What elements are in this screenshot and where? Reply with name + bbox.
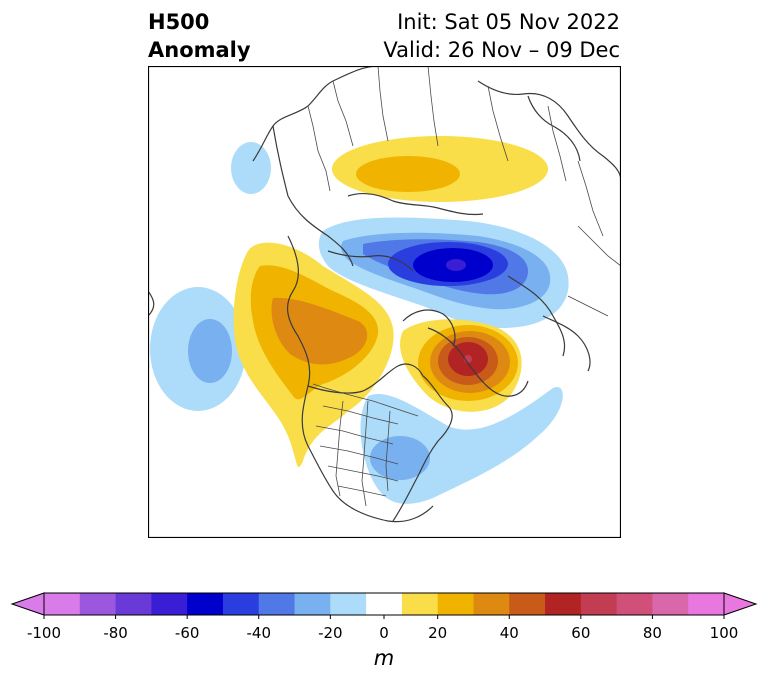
siberia-positive-anomaly xyxy=(332,136,548,202)
colorbar xyxy=(10,592,758,619)
country-borders xyxy=(307,66,621,507)
colorbar-tick-label: 100 xyxy=(709,624,739,642)
colorbar-segment xyxy=(330,593,367,615)
colorbar-segment xyxy=(366,593,403,615)
western-canada-positive-anomaly xyxy=(233,242,394,467)
north-pacific-negative-anomaly xyxy=(150,287,246,411)
colorbar-segment xyxy=(258,593,296,615)
colorbar-tick-label: 20 xyxy=(428,624,448,642)
colorbar-tick-label: 60 xyxy=(571,624,591,642)
colorbar-segment xyxy=(401,593,439,615)
colorbar-tick-label: 40 xyxy=(499,624,519,642)
colorbar-tick-label: -40 xyxy=(246,624,271,642)
colorbar-tick-label: -100 xyxy=(26,624,62,642)
colorbar-segment xyxy=(187,593,224,615)
atlantic-negative-anomaly xyxy=(360,386,563,504)
date-block: Init: Sat 05 Nov 2022 Valid: 26 Nov – 09… xyxy=(383,8,620,64)
colorbar-extend-min xyxy=(10,592,45,616)
colorbar-tick-label: -80 xyxy=(103,624,128,642)
colorbar-segment xyxy=(545,593,582,615)
colorbar-extend-max xyxy=(723,592,758,616)
colorbar-segment xyxy=(580,593,618,615)
colorbar-segment xyxy=(115,593,152,615)
colorbar-segment xyxy=(79,593,117,615)
colorbar-unit: m xyxy=(373,646,395,670)
colorbar-tick-label: 80 xyxy=(642,624,662,642)
colorbar-segment xyxy=(44,593,81,615)
colorbar-tick-label: 0 xyxy=(379,624,389,642)
colorbar-segment xyxy=(473,593,510,615)
colorbar-tick-label: -60 xyxy=(174,624,200,642)
colorbar-tick-label: -20 xyxy=(318,624,343,642)
title-anomaly: Anomaly xyxy=(148,38,251,62)
anomaly-map xyxy=(148,66,621,538)
arctic-negative-anomaly xyxy=(318,217,569,328)
colorbar-segment xyxy=(688,593,725,615)
colorbar-segment xyxy=(437,593,474,615)
init-date: Init: Sat 05 Nov 2022 xyxy=(397,10,620,34)
colorbar-segment xyxy=(616,593,653,615)
colorbar-segment xyxy=(509,593,546,615)
colorbar-segment xyxy=(294,593,331,615)
colorbar-segment xyxy=(151,593,188,615)
bering-negative-anomaly xyxy=(231,142,271,194)
title-variable: H500 xyxy=(148,10,210,34)
valid-range: Valid: 26 Nov – 09 Dec xyxy=(383,38,620,62)
colorbar-segment xyxy=(222,593,260,615)
coastlines xyxy=(148,66,621,523)
colorbar-segment xyxy=(652,593,689,615)
title-block: H500 Anomaly xyxy=(148,8,251,64)
